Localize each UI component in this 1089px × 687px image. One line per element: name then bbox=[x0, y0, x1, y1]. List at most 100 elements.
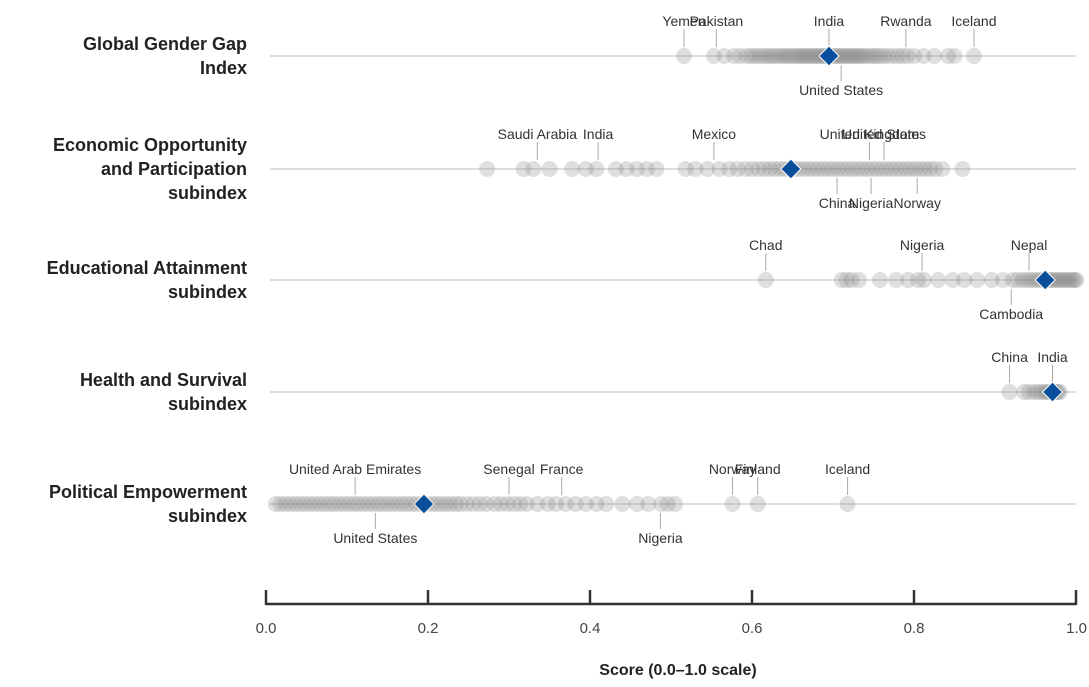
row-label-line: Economic Opportunity bbox=[53, 135, 247, 155]
callout-label: United States bbox=[842, 126, 926, 142]
callout-label: India bbox=[814, 13, 845, 29]
callout-label: Nigeria bbox=[900, 237, 945, 253]
data-point bbox=[833, 48, 850, 64]
data-point bbox=[884, 48, 901, 64]
data-point bbox=[1055, 272, 1072, 288]
data-point bbox=[711, 161, 728, 177]
data-point bbox=[940, 48, 957, 64]
data-point bbox=[889, 48, 906, 64]
data-point bbox=[910, 272, 927, 288]
data-point bbox=[588, 161, 605, 177]
data-point bbox=[369, 496, 386, 512]
data-point bbox=[292, 496, 309, 512]
data-point bbox=[389, 496, 406, 512]
x-tick-label: 0.2 bbox=[418, 620, 439, 637]
callout-label: Senegal bbox=[483, 461, 534, 477]
callout-label: Pakistan bbox=[690, 13, 744, 29]
callout-label: Norway bbox=[709, 461, 756, 477]
data-point bbox=[330, 496, 347, 512]
data-point bbox=[757, 48, 774, 64]
data-point bbox=[793, 48, 810, 64]
data-point bbox=[807, 48, 824, 64]
callout-label: Iceland bbox=[951, 13, 996, 29]
data-point bbox=[716, 48, 733, 64]
data-point bbox=[437, 496, 454, 512]
data-point bbox=[1068, 272, 1084, 288]
callout-label: Saudi Arabia bbox=[498, 126, 578, 142]
data-point bbox=[764, 48, 781, 64]
data-point bbox=[871, 48, 888, 64]
x-tick-label: 0.6 bbox=[742, 620, 763, 637]
data-point bbox=[785, 48, 802, 64]
row-label-line: subindex bbox=[168, 282, 247, 302]
data-point bbox=[364, 496, 381, 512]
data-point bbox=[915, 272, 932, 288]
data-point bbox=[267, 496, 284, 512]
data-point bbox=[838, 48, 855, 64]
callout-label: United Kingdom bbox=[820, 126, 920, 142]
data-point bbox=[1067, 272, 1084, 288]
chart-row: Economic Opportunity and Participation sub… bbox=[53, 126, 1076, 211]
data-point bbox=[442, 496, 459, 512]
callout-label: Cambodia bbox=[979, 306, 1043, 322]
data-point bbox=[800, 48, 817, 64]
data-point bbox=[798, 48, 815, 64]
data-point bbox=[653, 496, 670, 512]
x-tick-label: 0.0 bbox=[256, 620, 277, 637]
data-point bbox=[855, 48, 872, 64]
data-point bbox=[478, 496, 495, 512]
data-point bbox=[403, 496, 420, 512]
data-point bbox=[790, 48, 807, 64]
data-point bbox=[296, 496, 313, 512]
row-label-line: Index bbox=[200, 58, 247, 78]
data-point bbox=[894, 48, 911, 64]
callout-label: France bbox=[540, 461, 584, 477]
data-point bbox=[505, 496, 522, 512]
data-point bbox=[761, 48, 778, 64]
callout-label: Chad bbox=[749, 237, 782, 253]
data-point bbox=[900, 272, 917, 288]
data-point bbox=[1052, 272, 1069, 288]
data-point bbox=[737, 161, 754, 177]
data-point bbox=[926, 48, 943, 64]
callout-label: United States bbox=[799, 82, 883, 98]
data-point bbox=[638, 161, 655, 177]
data-point bbox=[1033, 384, 1050, 400]
data-point bbox=[944, 272, 961, 288]
data-point bbox=[995, 272, 1012, 288]
data-point bbox=[675, 48, 692, 64]
row-label: Health and Survival subindex bbox=[80, 370, 247, 414]
data-point bbox=[379, 496, 396, 512]
data-point bbox=[854, 161, 871, 177]
data-point bbox=[384, 496, 401, 512]
data-point bbox=[1001, 384, 1018, 400]
data-point bbox=[888, 161, 905, 177]
data-point bbox=[883, 161, 900, 177]
data-point bbox=[598, 496, 615, 512]
data-point bbox=[906, 48, 922, 64]
data-point bbox=[859, 161, 876, 177]
data-point bbox=[915, 48, 932, 64]
callout-label: China bbox=[819, 195, 856, 211]
data-point bbox=[773, 48, 790, 64]
row-label-line: subindex bbox=[168, 394, 247, 414]
row-label: Global Gender Gap Index bbox=[83, 34, 247, 78]
data-point bbox=[761, 161, 778, 177]
data-point bbox=[871, 272, 888, 288]
data-point bbox=[492, 496, 509, 512]
data-point bbox=[525, 161, 542, 177]
data-point bbox=[512, 496, 529, 512]
data-point bbox=[311, 496, 328, 512]
data-point bbox=[301, 496, 318, 512]
data-point bbox=[779, 48, 796, 64]
data-point bbox=[844, 161, 861, 177]
row-label-line: subindex bbox=[168, 506, 247, 526]
data-point bbox=[849, 161, 866, 177]
data-point bbox=[564, 161, 581, 177]
data-point bbox=[834, 161, 851, 177]
data-point bbox=[529, 496, 546, 512]
data-point bbox=[705, 48, 722, 64]
data-point bbox=[428, 496, 445, 512]
data-point bbox=[800, 161, 817, 177]
